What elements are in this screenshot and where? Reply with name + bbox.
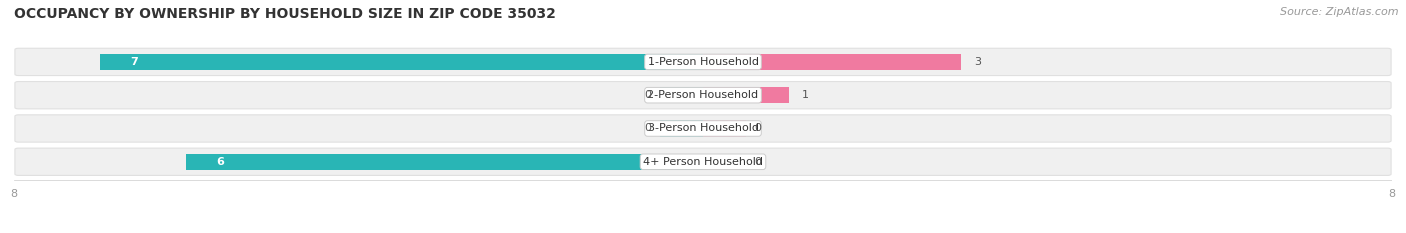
Text: 0: 0 (644, 123, 651, 134)
Bar (659, 87, 703, 103)
FancyBboxPatch shape (15, 48, 1391, 75)
Bar (100, 54, 703, 70)
Text: 2-Person Household: 2-Person Household (647, 90, 759, 100)
Text: 1: 1 (801, 90, 808, 100)
FancyBboxPatch shape (15, 82, 1391, 109)
Text: 3-Person Household: 3-Person Household (648, 123, 758, 134)
Text: 1-Person Household: 1-Person Household (648, 57, 758, 67)
Bar (703, 54, 962, 70)
Text: 6: 6 (217, 157, 225, 167)
Text: 4+ Person Household: 4+ Person Household (643, 157, 763, 167)
Bar (703, 154, 747, 170)
Text: Source: ZipAtlas.com: Source: ZipAtlas.com (1281, 7, 1399, 17)
Text: 7: 7 (131, 57, 138, 67)
Text: 0: 0 (755, 123, 762, 134)
Text: 0: 0 (755, 157, 762, 167)
Text: OCCUPANCY BY OWNERSHIP BY HOUSEHOLD SIZE IN ZIP CODE 35032: OCCUPANCY BY OWNERSHIP BY HOUSEHOLD SIZE… (14, 7, 555, 21)
Bar (703, 120, 747, 137)
Bar (659, 120, 703, 137)
Bar (186, 154, 703, 170)
Bar (703, 87, 789, 103)
Text: 0: 0 (644, 90, 651, 100)
FancyBboxPatch shape (15, 148, 1391, 175)
Text: 3: 3 (974, 57, 981, 67)
FancyBboxPatch shape (15, 115, 1391, 142)
